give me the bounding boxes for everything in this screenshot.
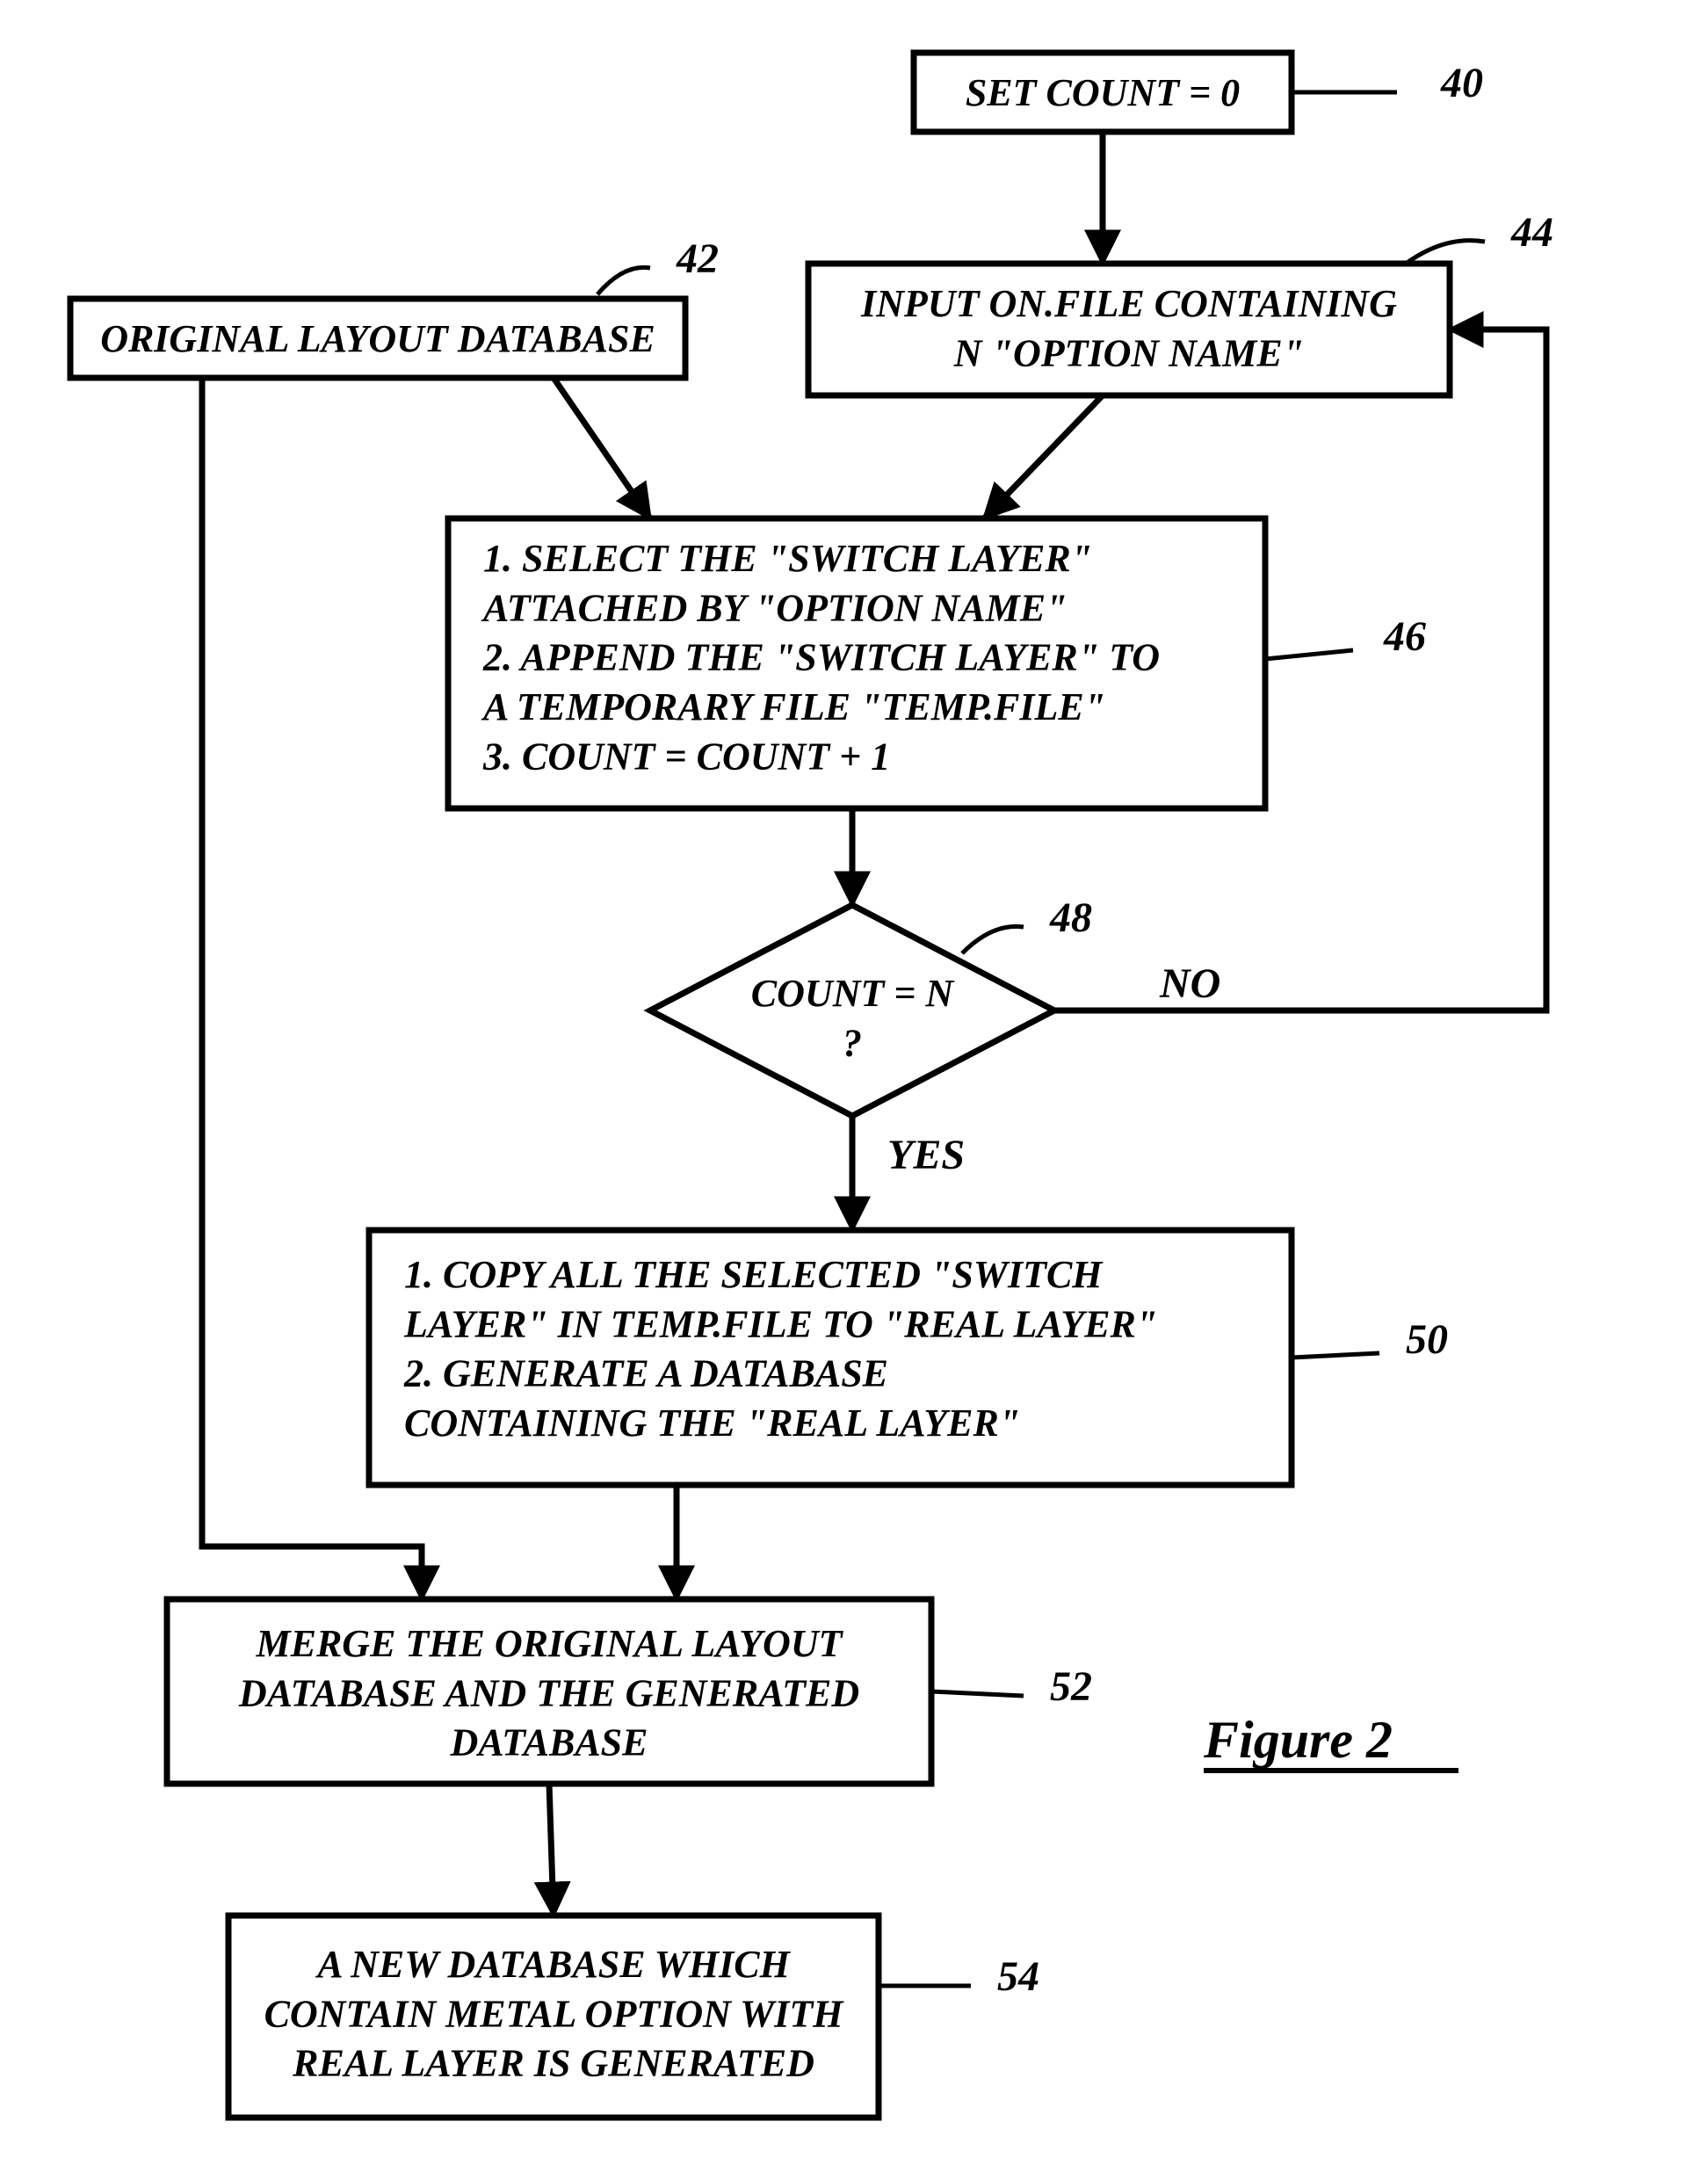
node-52-text-line-0: MERGE THE ORIGINAL LAYOUT [255,1622,843,1665]
node-50-text-line-2: 2. GENERATE A DATABASE [403,1352,888,1395]
ref-label-52: 52 [1050,1663,1092,1710]
ref-label-48: 48 [1049,894,1092,941]
ref-label-40: 40 [1440,60,1483,106]
node-50-text-line-0: 1. COPY ALL THE SELECTED "SWITCH [404,1253,1104,1296]
node-46-text-line-3: A TEMPORARY FILE "TEMP.FILE" [481,685,1105,728]
node-50-text-line-3: CONTAINING THE "REAL LAYER" [404,1401,1020,1445]
node-44-text-line-1: N "OPTION NAME" [953,331,1304,374]
node-54-text-line-2: REAL LAYER IS GENERATED [292,2042,814,2085]
ref-label-46: 46 [1383,613,1426,660]
node-46-text-line-1: ATTACHED BY "OPTION NAME" [481,586,1068,629]
node-54-text-line-0: A NEW DATABASE WHICH [315,1943,791,1986]
ref-label-44: 44 [1510,209,1553,256]
edge-label-no: NO [1159,960,1220,1007]
figure-label: Figure 2 [1203,1711,1393,1769]
node-42-text-line-0: ORIGINAL LAYOUT DATABASE [100,317,655,360]
node-48-text-line-1: ? [843,1021,862,1064]
ref-label-54: 54 [997,1953,1039,2000]
node-46-text-line-2: 2. APPEND THE "SWITCH LAYER" TO [482,636,1160,679]
node-52-text-line-1: DATABASE AND THE GENERATED [238,1671,859,1714]
node-48-text-line-0: COUNT = N [751,972,956,1015]
node-44-text-line-0: INPUT ON.FILE CONTAINING [860,282,1397,325]
ref-label-42: 42 [676,235,719,282]
node-40-text-line-0: SET COUNT = 0 [966,71,1240,114]
node-50-text-line-1: LAYER" IN TEMP.FILE TO "REAL LAYER" [403,1302,1157,1345]
node-46-text-line-0: 1. SELECT THE "SWITCH LAYER" [483,537,1092,580]
edge-label-yes: YES [887,1132,965,1178]
node-52-text-line-2: DATABASE [449,1721,648,1764]
ref-label-50: 50 [1406,1316,1448,1363]
node-46-text-line-4: 3. COUNT = COUNT + 1 [482,735,890,778]
node-54-text-line-1: CONTAIN METAL OPTION WITH [264,1992,845,2035]
